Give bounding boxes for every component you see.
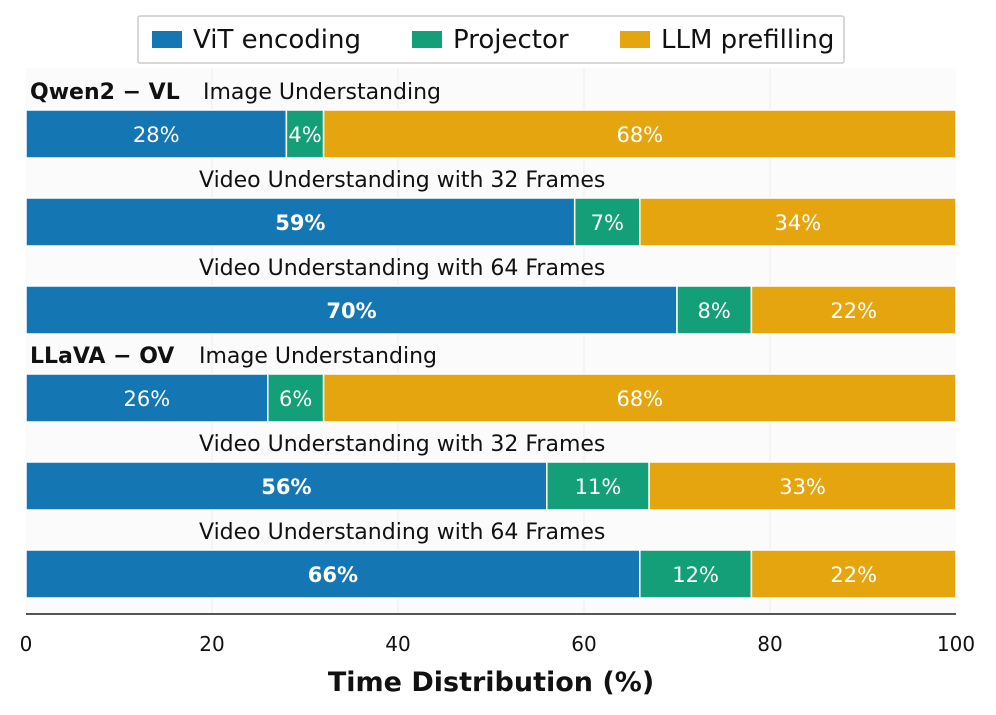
- x-tick-label-80: 80: [757, 632, 782, 656]
- bar-label-vit-0-2: 70%: [326, 299, 376, 323]
- task-label-1-2: Video Understanding with 64 Frames: [199, 520, 605, 545]
- x-tick-label-20: 20: [199, 632, 224, 656]
- plot-area: [26, 68, 956, 614]
- bar-segment-projector-1-0: [267, 373, 325, 423]
- bar-segment-llm-1-2: [750, 549, 957, 599]
- bar-label-llm-0-0: 68%: [616, 123, 663, 147]
- task-label-1-1: Video Understanding with 32 Frames: [199, 432, 605, 457]
- bar-label-vit-0-1: 59%: [275, 211, 325, 235]
- bar-segment-llm-0-1: [639, 197, 957, 247]
- bar-segment-vit-0-0: [25, 109, 288, 159]
- model-label-1: LLaVA − OV: [30, 344, 174, 369]
- bar-segment-projector-1-2: [639, 549, 753, 599]
- bar-label-vit-1-1: 56%: [261, 475, 311, 499]
- x-axis-ticks: 0 20 40 60 80 100: [20, 632, 975, 656]
- bar-segment-llm-1-1: [648, 461, 957, 511]
- model-label-0: Qwen2 − VL: [30, 80, 180, 105]
- bar-label-projector-1-0: 6%: [279, 387, 312, 411]
- bar-label-projector-0-2: 8%: [698, 299, 731, 323]
- bar-label-projector-0-0: 4%: [288, 123, 321, 147]
- task-label-1-0: Image Understanding: [199, 344, 437, 369]
- bar-segment-projector-0-1: [573, 197, 641, 247]
- legend-label-projector: Projector: [453, 25, 569, 55]
- bar-segment-vit-1-1: [25, 461, 548, 511]
- x-axis-title: Time Distribution (%): [328, 667, 654, 698]
- x-tick-label-60: 60: [571, 632, 596, 656]
- task-label-0-0: Image Understanding: [203, 80, 441, 105]
- task-label-0-1: Video Understanding with 32 Frames: [199, 168, 605, 193]
- task-label-0-2: Video Understanding with 64 Frames: [199, 256, 605, 281]
- legend-label-vit: ViT encoding: [193, 25, 361, 55]
- legend-swatch-vit: [152, 31, 182, 48]
- bar-segment-vit-1-2: [25, 549, 641, 599]
- bar-segment-llm-1-0: [322, 373, 957, 423]
- bar-label-llm-1-0: 68%: [616, 387, 663, 411]
- x-tick-label-40: 40: [385, 632, 410, 656]
- bar-segment-llm-0-2: [750, 285, 957, 335]
- legend-swatch-llm: [620, 31, 650, 48]
- grid-lines: [211, 68, 771, 614]
- legend: ViT encoding Projector LLM prefilling: [137, 15, 845, 64]
- bar-label-llm-0-1: 34%: [775, 211, 822, 235]
- bar-label-vit-1-2: 66%: [308, 563, 358, 587]
- row-labels: Qwen2 − VL Image Understanding Video Under…: [30, 80, 605, 545]
- bar-label-projector-1-2: 12%: [672, 563, 719, 587]
- x-tick-label-100: 100: [937, 632, 975, 656]
- bar-segment-vit-0-2: [25, 285, 678, 335]
- bar-label-llm-0-2: 22%: [830, 299, 877, 323]
- bar-label-projector-1-1: 11%: [575, 475, 622, 499]
- bar-label-llm-1-2: 22%: [830, 563, 877, 587]
- bar-segment-llm-0-0: [322, 109, 957, 159]
- bar-label-vit-0-0: 28%: [133, 123, 180, 147]
- bars: 28% 4% 68% 59% 7% 34% 70% 8% 22% 26% 6% 68% 56% 11% 33…: [25, 109, 957, 599]
- bar-label-vit-1-0: 26%: [124, 387, 171, 411]
- bar-label-projector-0-1: 7%: [591, 211, 624, 235]
- bar-label-llm-1-1: 33%: [779, 475, 826, 499]
- bar-segment-projector-0-2: [676, 285, 753, 335]
- legend-frame: [137, 15, 845, 64]
- x-tick-label-0: 0: [20, 632, 33, 656]
- bar-segment-projector-1-1: [546, 461, 650, 511]
- bar-segment-projector-0-0: [285, 109, 325, 159]
- legend-label-llm: LLM prefilling: [661, 25, 834, 55]
- legend-swatch-projector: [412, 31, 442, 48]
- bar-segment-vit-1-0: [25, 373, 269, 423]
